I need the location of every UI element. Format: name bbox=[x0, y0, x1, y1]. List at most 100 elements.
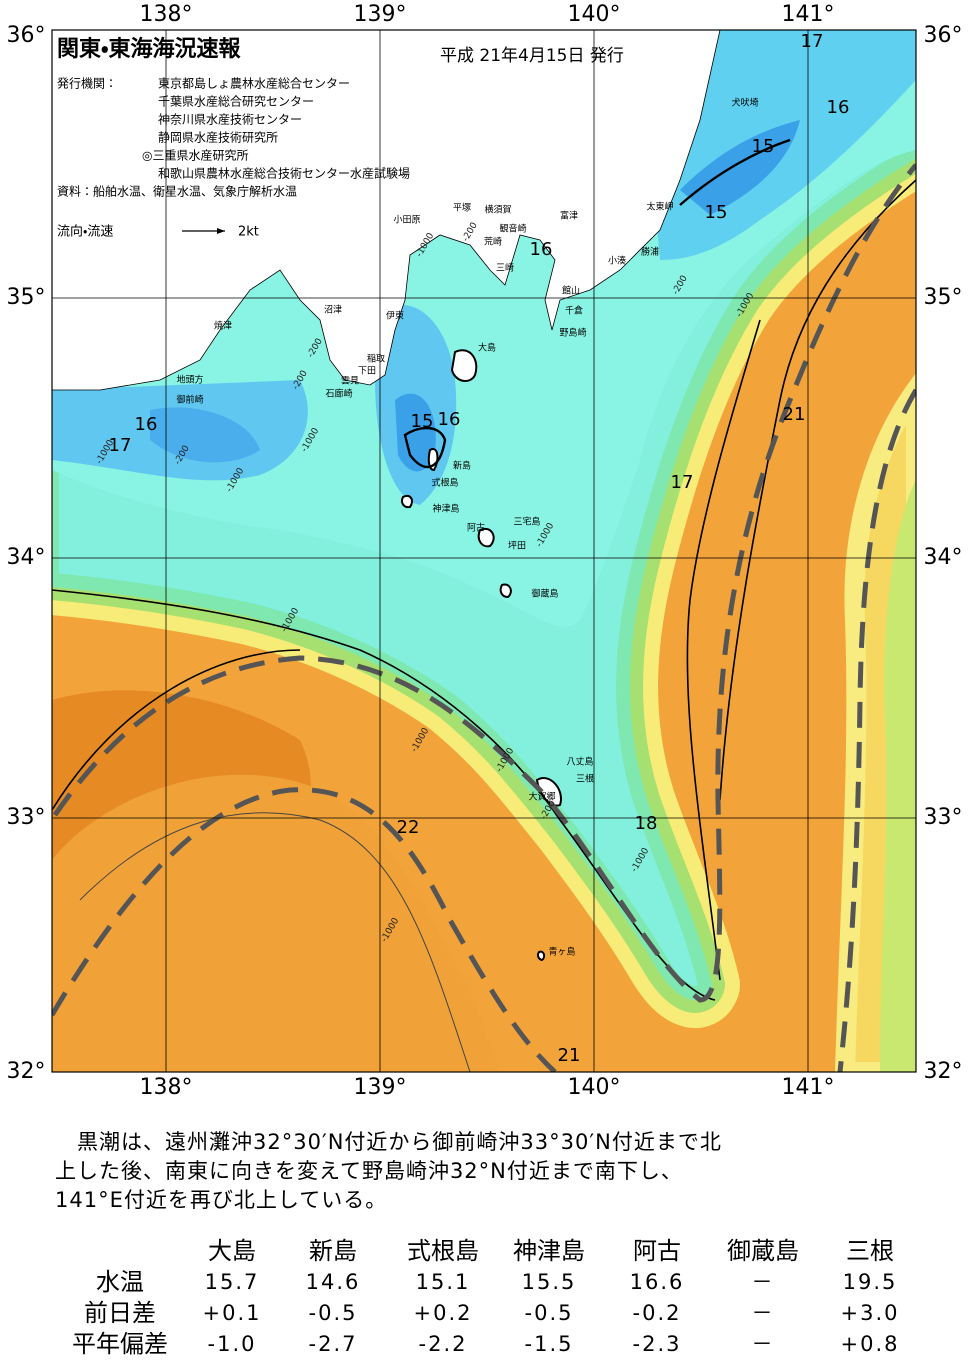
map-frame bbox=[51, 29, 917, 1073]
table-cell: +0.1 bbox=[203, 1301, 262, 1325]
summary-line: 上した後、南東に向きを変えて野島崎沖32°N付近まで南下し、 bbox=[55, 1159, 683, 1183]
place-name: 伊東 bbox=[386, 310, 404, 322]
latitude-label: 35° bbox=[7, 285, 46, 310]
table-cell: － bbox=[752, 1332, 775, 1356]
place-name: 平塚 bbox=[453, 203, 471, 214]
place-name: 稲取 bbox=[367, 353, 385, 365]
column-header: 御蔵島 bbox=[727, 1237, 799, 1265]
table-cell: 15.5 bbox=[522, 1270, 577, 1294]
latitude-label: 34° bbox=[924, 545, 963, 570]
issuers-label: 発行機関： bbox=[57, 77, 117, 91]
issuer: ◎三重県水産研究所 bbox=[142, 149, 248, 163]
latitude-label: 33° bbox=[924, 805, 963, 830]
place-name: 横須賀 bbox=[484, 204, 511, 216]
table-cell: -0.5 bbox=[309, 1301, 358, 1325]
table-cell: － bbox=[752, 1270, 775, 1294]
place-name: 大島 bbox=[478, 342, 496, 354]
table-cell: 19.5 bbox=[843, 1270, 898, 1294]
longitude-label: 141° bbox=[782, 2, 835, 27]
latitude-label: 33° bbox=[7, 805, 46, 830]
latitude-label: 36° bbox=[7, 23, 46, 48]
table-cell: -1.5 bbox=[525, 1332, 574, 1356]
isotherm bbox=[403, 426, 447, 469]
legend-arrow-head bbox=[217, 228, 225, 234]
island bbox=[450, 349, 478, 382]
place-name: 三崎 bbox=[496, 262, 514, 274]
column-header: 三根 bbox=[846, 1237, 894, 1265]
place-name: 神津島 bbox=[432, 503, 459, 515]
isotherm bbox=[679, 138, 791, 206]
place-name: 千倉 bbox=[565, 306, 583, 317]
table-cell: 15.1 bbox=[416, 1270, 471, 1294]
place-name: 三根 bbox=[576, 773, 594, 785]
table-cell: +0.8 bbox=[841, 1332, 900, 1356]
warm-water bbox=[52, 774, 500, 1072]
place-name: 小湊 bbox=[608, 255, 626, 267]
table-cell: － bbox=[752, 1301, 775, 1325]
place-name: 焼津 bbox=[214, 321, 232, 332]
place-name: 犬吠埼 bbox=[731, 97, 758, 109]
isotherm bbox=[52, 649, 301, 811]
place-name: 雲見 bbox=[341, 376, 359, 387]
kuroshio-axis bbox=[52, 163, 916, 1072]
isotherm-label: 21 bbox=[558, 1045, 581, 1066]
place-name: 三宅島 bbox=[513, 516, 540, 528]
issuer: 東京都島しょ農林水産総合センター bbox=[158, 76, 350, 91]
place-name: 小田原 bbox=[393, 215, 420, 226]
island bbox=[400, 494, 413, 509]
map bbox=[52, 30, 916, 1072]
kuroshio-path bbox=[52, 163, 916, 1003]
issuer: 神奈川県水産技術センター bbox=[158, 112, 302, 127]
table-cell: -2.3 bbox=[633, 1332, 682, 1356]
place-name: 観音崎 bbox=[499, 223, 526, 235]
column-header: 神津島 bbox=[513, 1237, 585, 1265]
isotherm-label: 22 bbox=[397, 817, 420, 838]
place-name: 新島 bbox=[453, 460, 471, 472]
place-name: 勝浦 bbox=[641, 246, 659, 258]
place-name: 太東岬 bbox=[646, 201, 673, 213]
isotherm-label: 21 bbox=[783, 404, 806, 425]
place-name: 大賀郷 bbox=[528, 791, 555, 803]
isotherm-label: 15 bbox=[752, 136, 775, 157]
isotherm-label: 17 bbox=[109, 435, 132, 456]
cold-core bbox=[680, 120, 800, 215]
column-header: 新島 bbox=[309, 1237, 357, 1265]
isotherm-label: 17 bbox=[801, 31, 824, 52]
isotherm bbox=[79, 812, 471, 1072]
place-name: 富津 bbox=[560, 210, 578, 222]
table-cell: -2.2 bbox=[419, 1332, 468, 1356]
place-name: 石廊崎 bbox=[325, 388, 352, 400]
summary-line: 141°E付近を再び北上している。 bbox=[55, 1188, 387, 1212]
island bbox=[499, 583, 512, 599]
isotherm-label: 16 bbox=[827, 97, 850, 118]
longitude-label: 141° bbox=[782, 1075, 835, 1100]
place-name: 館山 bbox=[562, 285, 580, 297]
table-cell: 14.6 bbox=[306, 1270, 361, 1294]
isotherm-label: 16 bbox=[530, 239, 553, 260]
latitude-label: 32° bbox=[924, 1059, 963, 1084]
island bbox=[477, 527, 495, 548]
longitude-label: 139° bbox=[354, 2, 407, 27]
table-cell: -0.2 bbox=[633, 1301, 682, 1325]
title: 関東・東海海況速報 bbox=[57, 36, 241, 62]
column-header: 大島 bbox=[208, 1237, 256, 1265]
table-cell: -0.5 bbox=[525, 1301, 574, 1325]
table-cell: +3.0 bbox=[841, 1301, 900, 1325]
legend-speed: 2kt bbox=[238, 225, 259, 240]
longitude-label: 138° bbox=[140, 2, 193, 27]
isotherm bbox=[686, 319, 761, 981]
latitude-label: 32° bbox=[7, 1059, 46, 1084]
place-name: 阿古 bbox=[467, 522, 485, 534]
isotherm-label: 16 bbox=[438, 409, 461, 430]
place-name: 下田 bbox=[358, 366, 376, 377]
column-header: 阿古 bbox=[633, 1237, 681, 1265]
table-cell: 15.7 bbox=[205, 1270, 260, 1294]
place-name: 沼津 bbox=[324, 305, 342, 316]
place-name: 御蔵島 bbox=[531, 588, 558, 600]
longitude-label: 139° bbox=[354, 1075, 407, 1100]
isotherm-label: 15 bbox=[411, 411, 434, 432]
row-label: 前日差 bbox=[84, 1299, 156, 1327]
land bbox=[52, 30, 721, 391]
place-name: 青ヶ島 bbox=[548, 946, 575, 958]
